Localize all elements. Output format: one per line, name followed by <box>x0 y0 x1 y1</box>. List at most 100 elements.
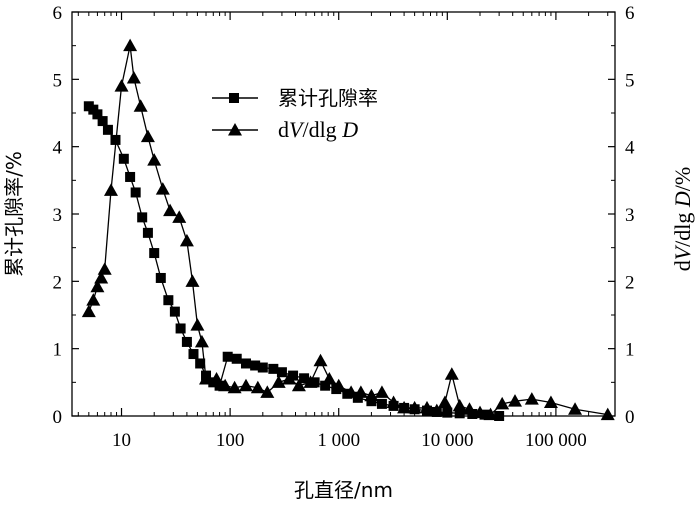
data-point-square <box>188 349 199 360</box>
data-point-square <box>155 272 166 283</box>
data-point-triangle <box>172 210 187 223</box>
x-tick-label: 100 000 <box>525 430 587 451</box>
data-point-triangle <box>185 274 200 287</box>
data-point-square <box>169 306 180 317</box>
legend-marker-square <box>229 93 239 103</box>
legend-label: 累计孔隙率 <box>278 86 378 110</box>
legend: 累计孔隙率 dV/dlg D <box>212 86 378 142</box>
data-point-square <box>222 351 233 362</box>
data-point-square <box>276 367 287 378</box>
data-point-triangle <box>209 371 224 385</box>
x-tick-label: 10 000 <box>421 430 473 451</box>
data-point-triangle <box>331 378 346 392</box>
y-right-axis-title-part: V <box>670 244 695 260</box>
x-axis-title: 孔直径/nm <box>294 478 393 502</box>
x-tick-label: 10 <box>112 430 131 451</box>
legend-label-part: d <box>278 117 289 142</box>
data-point-triangle <box>271 375 286 388</box>
data-point-triangle <box>282 371 297 385</box>
data-point-square <box>240 358 251 369</box>
data-point-square <box>299 373 310 384</box>
data-point-triangle <box>90 279 105 293</box>
data-point-triangle <box>437 395 452 409</box>
y-left-tick-label: 5 <box>53 70 63 91</box>
y-left-tick-label: 1 <box>53 340 63 361</box>
data-point-triangle <box>543 395 558 409</box>
data-point-triangle <box>238 378 253 392</box>
data-point-square <box>149 248 160 259</box>
data-point-square <box>175 323 186 334</box>
data-point-triangle <box>123 38 138 52</box>
data-point-triangle <box>495 396 510 410</box>
data-point-triangle <box>429 403 444 417</box>
y-right-tick-label: 6 <box>625 3 635 24</box>
data-point-triangle <box>507 394 522 407</box>
y-right-tick-label: 1 <box>625 340 635 361</box>
legend-marker-triangle <box>228 123 242 136</box>
y-left-tick-label: 4 <box>53 138 63 159</box>
y-right-axis-title-part: /dlg <box>670 207 695 247</box>
data-point-square <box>454 408 465 419</box>
data-point-square <box>118 153 129 164</box>
data-point-triangle <box>163 203 178 217</box>
data-point-triangle <box>444 367 459 380</box>
data-point-square <box>257 362 268 373</box>
data-point-triangle <box>291 378 306 392</box>
legend-label-part: V <box>289 117 305 142</box>
data-point-triangle <box>303 375 318 388</box>
legend-label-part: /dlg <box>302 117 342 142</box>
data-point-triangle <box>86 293 101 306</box>
legend-label-part: D <box>341 117 358 142</box>
data-point-square <box>494 411 505 421</box>
data-point-triangle <box>114 79 129 92</box>
y-left-tick-label: 3 <box>53 205 63 226</box>
y-right-axis-title: dV/dlg D/% <box>670 167 695 272</box>
data-point-triangle <box>313 353 328 367</box>
legend-label: dV/dlg D <box>278 117 358 142</box>
y-right-tick-label: 0 <box>625 407 635 428</box>
data-point-triangle <box>97 262 112 275</box>
data-point-triangle <box>364 388 379 402</box>
series-1 <box>88 105 500 417</box>
x-tick-label: 1 000 <box>317 430 360 451</box>
data-point-triangle <box>218 378 233 392</box>
data-point-square <box>92 109 103 120</box>
data-point-triangle <box>473 405 488 419</box>
data-point-square <box>102 124 113 135</box>
data-point-square <box>137 212 148 223</box>
data-point-square <box>250 360 261 371</box>
data-point-triangle <box>103 183 118 196</box>
data-point-square <box>309 377 320 388</box>
data-point-triangle <box>600 407 615 421</box>
y-right-tick-label: 2 <box>625 272 635 293</box>
data-point-triangle <box>452 398 467 412</box>
y-left-tick-label: 6 <box>53 3 63 24</box>
data-point-square <box>163 295 174 306</box>
y-left-tick-label: 2 <box>53 272 63 293</box>
data-point-triangle <box>353 385 368 398</box>
data-point-square <box>181 336 192 347</box>
data-point-triangle <box>179 233 194 247</box>
data-point-triangle <box>407 400 422 414</box>
series-line <box>88 105 500 417</box>
data-point-triangle <box>322 371 337 385</box>
data-point-square <box>97 116 108 127</box>
data-point-square <box>268 363 279 374</box>
data-point-triangle <box>374 385 389 398</box>
data-point-triangle <box>250 380 265 394</box>
data-point-triangle <box>568 402 583 415</box>
data-point-triangle <box>81 304 96 318</box>
y-right-axis-title-part: d <box>670 260 695 271</box>
data-point-triangle <box>155 182 170 195</box>
y-right-tick-label: 4 <box>625 138 635 159</box>
data-point-square <box>125 171 136 182</box>
data-point-square <box>231 353 242 364</box>
data-point-square <box>195 358 206 369</box>
data-point-triangle <box>194 334 209 348</box>
y-left-tick-label: 0 <box>53 407 63 428</box>
data-point-triangle <box>94 270 109 284</box>
data-point-triangle <box>483 407 498 421</box>
data-point-triangle <box>199 371 214 385</box>
data-point-triangle <box>386 395 401 409</box>
